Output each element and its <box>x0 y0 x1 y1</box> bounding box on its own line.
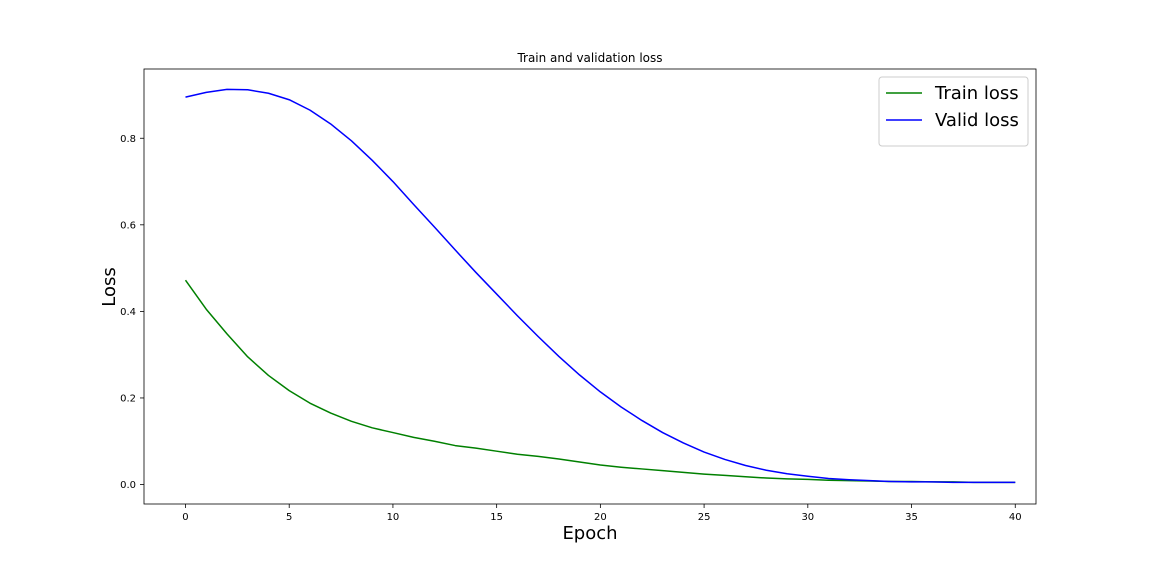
x-axis-label: Epoch <box>562 523 617 544</box>
legend-label: Train loss <box>934 83 1019 104</box>
legend-box <box>878 76 1029 147</box>
y-axis-label: Loss <box>99 267 120 306</box>
y-tick-label: 0.8 <box>120 134 136 145</box>
x-tick-label: 40 <box>1009 512 1022 523</box>
y-tick-label: 0.0 <box>120 480 136 491</box>
x-tick-label: 15 <box>490 512 503 523</box>
y-tick-label: 0.4 <box>120 307 136 318</box>
chart-title: Train and validation loss <box>516 51 662 65</box>
x-tick-label: 5 <box>286 512 292 523</box>
x-tick-label: 35 <box>905 512 918 523</box>
y-tick-label: 0.6 <box>120 220 136 231</box>
legend-label: Valid loss <box>935 110 1019 131</box>
x-tick-label: 20 <box>594 512 607 523</box>
axes-frame <box>143 68 1037 505</box>
x-tick-label: 25 <box>698 512 711 523</box>
y-tick-label: 0.2 <box>120 393 136 404</box>
x-tick-label: 10 <box>387 512 400 523</box>
series-line-valid-loss <box>185 88 1016 484</box>
x-tick-label: 30 <box>801 512 814 523</box>
x-tick-label: 0 <box>182 512 188 523</box>
